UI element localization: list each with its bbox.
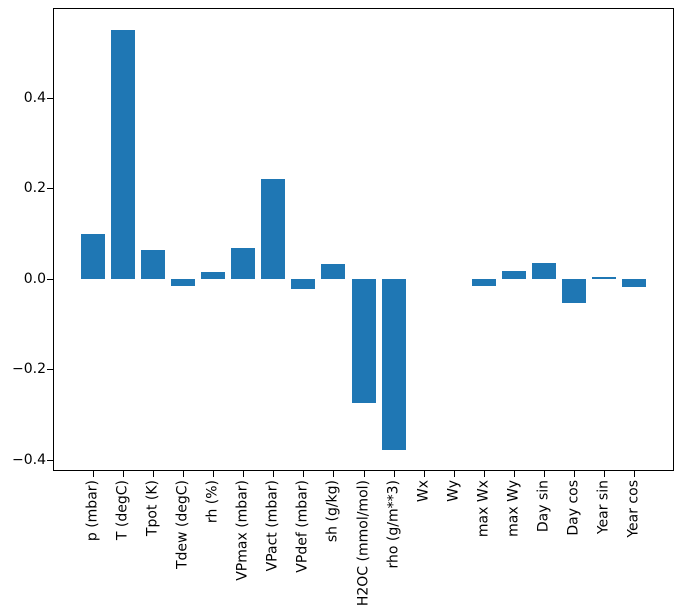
y-tick-label: −0.4 (12, 452, 46, 468)
x-tick-mark (514, 471, 515, 477)
x-tick-label-vpact-mbar: VPact (mbar) (264, 480, 281, 572)
bar-vpact-mbar (261, 179, 285, 279)
y-tick-label: 0.4 (23, 90, 46, 106)
x-tick-label-rh: rh (%) (204, 480, 221, 524)
bar-h2oc-mmol-mol (352, 279, 376, 403)
bar-year-sin (592, 277, 616, 279)
y-tick-mark (47, 460, 53, 461)
bar-max-wx (472, 279, 496, 286)
x-tick-label-max-wx: max Wx (475, 480, 492, 538)
x-tick-mark (424, 471, 425, 477)
x-tick-label-tdew-degc: Tdew (degC) (174, 480, 191, 570)
x-tick-label-tpot-k: Tpot (K) (144, 480, 161, 537)
y-tick-mark (47, 279, 53, 280)
x-tick-label-year-cos: Year cos (625, 480, 642, 538)
bar-tpot-k (141, 250, 165, 279)
bar-p-mbar (81, 234, 105, 279)
y-tick-mark (47, 188, 53, 189)
bar-t-degc (111, 30, 135, 279)
x-tick-mark (243, 471, 244, 477)
x-tick-label-wx: Wx (415, 480, 432, 503)
x-tick-label-day-cos: Day cos (565, 480, 582, 536)
x-tick-label-wy: Wy (445, 480, 462, 502)
bar-vpmax-mbar (231, 248, 255, 279)
bar-rho-g-m-3 (382, 279, 406, 450)
bar-tdew-degc (171, 279, 195, 286)
bar-sh-g-kg (321, 264, 345, 279)
bar-day-sin (532, 263, 556, 279)
x-tick-mark (544, 471, 545, 477)
x-tick-label-day-sin: Day sin (535, 480, 552, 533)
x-tick-mark (213, 471, 214, 477)
x-tick-mark (604, 471, 605, 477)
x-tick-label-vpdef-mbar: VPdef (mbar) (294, 480, 311, 573)
x-tick-label-year-sin: Year sin (595, 480, 612, 535)
bar-year-cos (622, 279, 646, 287)
y-tick-label: −0.2 (12, 361, 46, 377)
x-tick-label-h2oc-mmol-mol: H2OC (mmol/mol) (355, 480, 372, 607)
x-tick-label-rho-g-m-3: rho (g/m**3) (385, 480, 402, 569)
x-tick-mark (333, 471, 334, 477)
x-tick-mark (394, 471, 395, 477)
x-tick-mark (303, 471, 304, 477)
x-tick-mark (484, 471, 485, 477)
y-tick-mark (47, 369, 53, 370)
x-tick-mark (364, 471, 365, 477)
y-tick-mark (47, 98, 53, 99)
bar-rh (201, 272, 225, 279)
x-tick-mark (574, 471, 575, 477)
x-tick-mark (93, 471, 94, 477)
x-tick-label-p-mbar: p (mbar) (84, 480, 101, 542)
x-tick-label-vpmax-mbar: VPmax (mbar) (234, 480, 251, 581)
x-tick-label-sh-g-kg: sh (g/kg) (324, 480, 341, 543)
y-tick-label: 0.0 (23, 271, 46, 287)
x-tick-mark (183, 471, 184, 477)
x-tick-label-t-degc: T (degC) (114, 480, 131, 541)
bar-vpdef-mbar (291, 279, 315, 289)
x-tick-mark (634, 471, 635, 477)
x-tick-label-max-wy: max Wy (505, 480, 522, 537)
x-tick-mark (273, 471, 274, 477)
y-tick-label: 0.2 (23, 180, 46, 196)
bar-day-cos (562, 279, 586, 303)
bar-max-wy (502, 271, 526, 279)
x-tick-mark (123, 471, 124, 477)
x-tick-mark (454, 471, 455, 477)
x-tick-mark (153, 471, 154, 477)
